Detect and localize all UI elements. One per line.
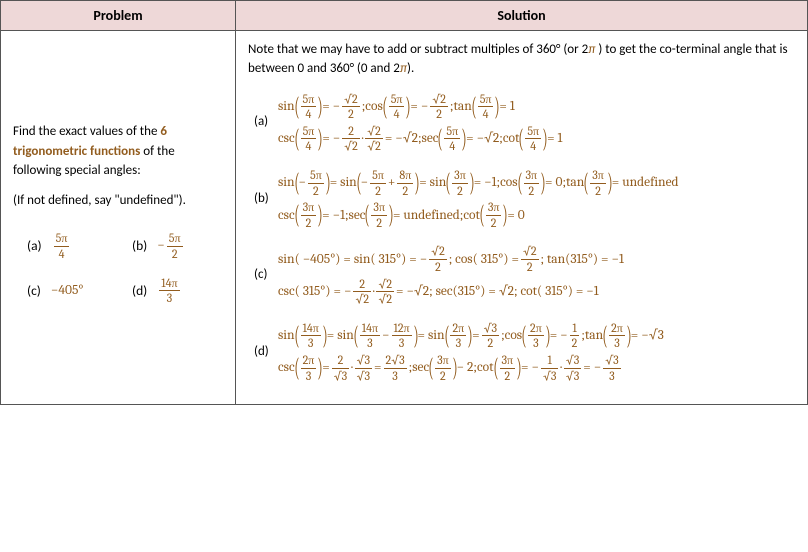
a-line2: csc(5π4) = −2√2 · √2√2 = −√2; sec(5π4) =… <box>278 125 795 153</box>
problem-statement: Find the exact values of the 6 trigonome… <box>13 122 223 181</box>
a-line1: sin(5π4) = −√22; cos(5π4) = −√22; tan(5π… <box>278 93 795 121</box>
label-a: (a) <box>254 113 278 132</box>
b-line2: csc(3π2) = −1; sec(3π2) = undefined; cot… <box>278 201 795 229</box>
option-c: (c) −405° <box>13 277 118 305</box>
solution-a: (a) sin(5π4) = −√22; cos(5π4) = −√22; ta… <box>254 89 795 157</box>
option-b-label: (b) <box>132 236 147 256</box>
option-a-frac: 5π4 <box>54 232 70 260</box>
option-d-frac: 14π3 <box>159 277 179 305</box>
option-c-label: (c) <box>27 281 41 301</box>
problem-solution-table: Problem Solution Find the exact values o… <box>0 0 808 405</box>
option-d: (d) 14π3 <box>118 277 223 305</box>
d-line2: csc(2π3) = 2√3 · √3√3 = 2√33; sec(3π2) −… <box>278 354 795 382</box>
problem-cell: Find the exact values of the 6 trigonome… <box>1 31 236 405</box>
label-c: (c) <box>254 266 278 285</box>
c-line1: sin( −405°) = sin( 315°) = −√22; cos( 31… <box>278 245 795 273</box>
option-b-neg: − <box>157 236 164 256</box>
problem-options: (a) 5π4 (b) − 5π2 (c) −405° (d) 14π3 <box>13 224 223 312</box>
d-line1: sin(14π3) = sin(14π3 − 12π3) = sin(2π3) … <box>278 322 795 350</box>
option-a-label: (a) <box>27 236 42 256</box>
option-a: (a) 5π4 <box>13 232 118 260</box>
solution-b: (b) sin(−5π2) = sin(−5π2 + 8π2) = sin(3π… <box>254 165 795 233</box>
label-d: (d) <box>254 343 278 362</box>
c-line2: csc( 315°) = −2√2 · √2√2 = −√2; sec(315°… <box>278 278 795 306</box>
header-problem: Problem <box>1 1 236 31</box>
problem-intro-1: Find the exact values of the <box>13 124 160 139</box>
option-d-label: (d) <box>132 281 147 301</box>
solution-d: (d) sin(14π3) = sin(14π3 − 12π3) = sin(2… <box>254 318 795 386</box>
option-b-frac: 5π2 <box>167 232 183 260</box>
option-c-text: −405° <box>51 281 84 301</box>
b-line1: sin(−5π2) = sin(−5π2 + 8π2) = sin(3π2) =… <box>278 169 795 197</box>
solution-cell: Note that we may have to add or subtract… <box>236 31 808 405</box>
option-b: (b) − 5π2 <box>118 232 223 260</box>
solution-note: Note that we may have to add or subtract… <box>248 41 795 79</box>
label-b: (b) <box>254 190 278 209</box>
header-solution: Solution <box>236 1 808 31</box>
solution-c: (c) sin( −405°) = sin( 315°) = −√22; cos… <box>254 241 795 309</box>
problem-note: (If not defined, say "undefined"). <box>13 191 223 211</box>
